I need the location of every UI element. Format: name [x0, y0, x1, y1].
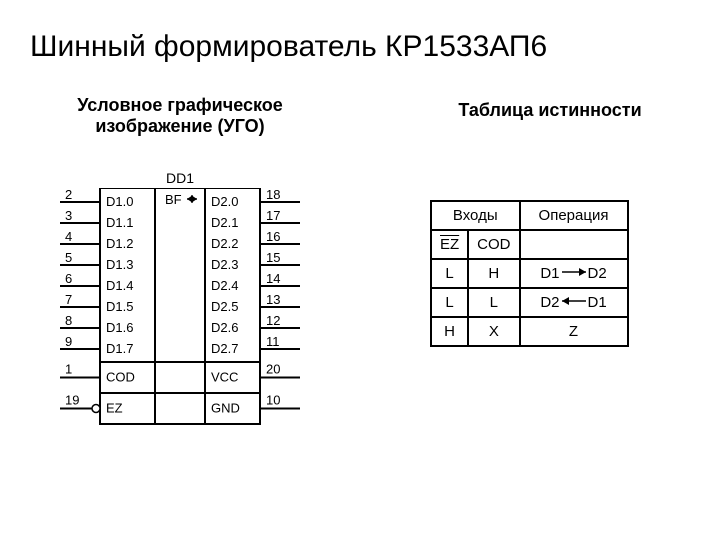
tt-op-cell: D1D2 [520, 259, 628, 288]
pin-label-left: D1.7 [106, 341, 133, 356]
truth-table-head-row: Входы Операция [431, 201, 628, 230]
arrow-right-icon [560, 266, 588, 278]
pin-num: 9 [65, 334, 72, 349]
pin-num: 7 [65, 292, 72, 307]
pin-label-right: D2.3 [211, 257, 238, 272]
truth-table-row: HXZ [431, 317, 628, 346]
pin-num: 2 [65, 188, 72, 202]
pin-num: 18 [266, 188, 280, 202]
tt-op-cell: D2D1 [520, 288, 628, 317]
truth-table-col-row: EZ COD [431, 230, 628, 259]
subtitle-ugo: Условное графическое изображение (УГО) [50, 95, 310, 137]
subtitle-ugo-line1: Условное графическое [77, 95, 283, 115]
truth-table-col-op-blank [520, 230, 628, 259]
pin-num: 16 [266, 229, 280, 244]
pin-num-vcc: 20 [266, 362, 280, 377]
tt-ez-cell: L [431, 288, 468, 317]
pin-num: 17 [266, 208, 280, 223]
bf-label: BF [165, 192, 182, 207]
pin-label-left: D1.3 [106, 257, 133, 272]
arrow-left-icon [560, 295, 588, 307]
pin-label-left: D1.6 [106, 320, 133, 335]
tt-cod-cell: L [468, 288, 519, 317]
pin-num: 15 [266, 250, 280, 265]
pin-num: 13 [266, 292, 280, 307]
pin-num: 11 [266, 334, 280, 349]
pin-label-left: D1.1 [106, 215, 133, 230]
truth-table-row: LHD1D2 [431, 259, 628, 288]
pin-label-left: D1.2 [106, 236, 133, 251]
pin-num-gnd: 10 [266, 393, 280, 408]
truth-table-inputs-header: Входы [431, 201, 520, 230]
pin-label-left: D1.5 [106, 299, 133, 314]
pin-label-right: D2.2 [211, 236, 238, 251]
pin-num: 5 [65, 250, 72, 265]
truth-table-op-header: Операция [520, 201, 628, 230]
subtitle-ugo-line2: изображение (УГО) [95, 116, 264, 136]
tt-ez-cell: H [431, 317, 468, 346]
pin-label-left: D1.0 [106, 194, 133, 209]
pin-label-right: D2.4 [211, 278, 238, 293]
pin-label-cod: COD [106, 370, 135, 385]
pin-label-right: D2.7 [211, 341, 238, 356]
tt-cod-cell: H [468, 259, 519, 288]
truth-table-row: LLD2D1 [431, 288, 628, 317]
pin-num: 6 [65, 271, 72, 286]
pin-num: 3 [65, 208, 72, 223]
tt-op-cell: Z [520, 317, 628, 346]
pin-label-right: D2.0 [211, 194, 238, 209]
pin-label-ez: EZ [106, 401, 123, 416]
truth-table-col-cod: COD [468, 230, 519, 259]
truth-table: Входы Операция EZ COD LHD1D2LLD2D1HXZ [430, 200, 629, 347]
pin-num: 8 [65, 313, 72, 328]
pin-label-right: D2.6 [211, 320, 238, 335]
truth-table-col-ez: EZ [431, 230, 468, 259]
page-title: Шинный формирователь КР1533АП6 [30, 30, 547, 64]
pin-label-right: D2.5 [211, 299, 238, 314]
pin-label-gnd: GND [211, 401, 240, 416]
ic-diagram: DD1 BF 2 D1.0 3 D1.1 4 D1.2 5 D1.3 6 D1.4 7 D1.5 8 D1.… [60, 170, 340, 434]
pin-label-vcc: VCC [211, 370, 238, 385]
pin-num: 14 [266, 271, 280, 286]
inversion-bubble-icon [92, 405, 100, 413]
tt-cod-cell: X [468, 317, 519, 346]
pin-num: 12 [266, 313, 280, 328]
pin-num-ez: 19 [65, 393, 79, 408]
subtitle-truth: Таблица истинности [420, 100, 680, 121]
pin-num-cod: 1 [65, 362, 72, 377]
pin-label-right: D2.1 [211, 215, 238, 230]
pin-num: 4 [65, 229, 72, 244]
ic-svg: BF 2 D1.0 3 D1.1 4 D1.2 5 D1.3 6 D1.4 7 D1.5 8 D1.6 9 D1… [60, 188, 320, 434]
ic-designator: DD1 [100, 170, 260, 186]
tt-ez-cell: L [431, 259, 468, 288]
pin-label-left: D1.4 [106, 278, 133, 293]
